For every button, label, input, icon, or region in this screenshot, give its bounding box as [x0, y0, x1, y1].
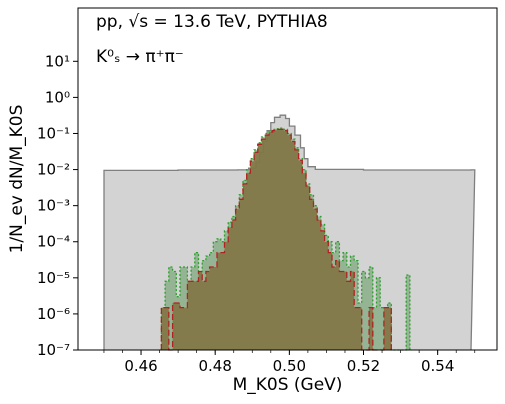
- x-tick-label: 0.48: [198, 357, 231, 375]
- y-axis-label: 1/N_ev dN/M_K0S: [7, 105, 27, 254]
- y-tick-label: 10⁻²: [37, 161, 70, 179]
- series-2-fill: [161, 129, 392, 350]
- y-tick-label: 10⁻³: [37, 197, 70, 215]
- y-tick-label: 10⁻⁴: [37, 233, 70, 251]
- y-tick-label: 10¹: [45, 52, 70, 70]
- series-1-line: [160, 127, 411, 351]
- y-tick-label: 10⁻⁵: [37, 269, 70, 287]
- x-axis-label: M_K0S (GeV): [233, 375, 343, 395]
- y-tick-label: 10⁻⁷: [37, 341, 70, 359]
- plot-frame: [77, 7, 498, 351]
- x-tick-label: 0.46: [124, 357, 157, 375]
- series-layer: [103, 114, 476, 351]
- y-tick-label: 10⁻¹: [37, 124, 70, 142]
- x-tick-label: 0.52: [347, 357, 380, 375]
- annotation-decay-channel: K⁰ₛ → π⁺π⁻: [96, 47, 184, 67]
- y-tick-label: 10⁻⁶: [37, 305, 70, 323]
- y-tick-label: 10⁰: [45, 88, 70, 106]
- x-tick-label: 0.50: [273, 357, 306, 375]
- x-tick-label: 0.54: [421, 357, 454, 375]
- ticks-layer: 0.46 0.48 0.50 0.52 0.54 10¹ 10⁰ 10⁻¹ 10⁻² 10⁻³ 10…: [37, 52, 476, 375]
- series-0-line: [103, 114, 476, 351]
- annotation-collision-system: pp, √s = 13.6 TeV, PYTHIA8: [96, 12, 328, 32]
- series-2-line: [160, 128, 392, 351]
